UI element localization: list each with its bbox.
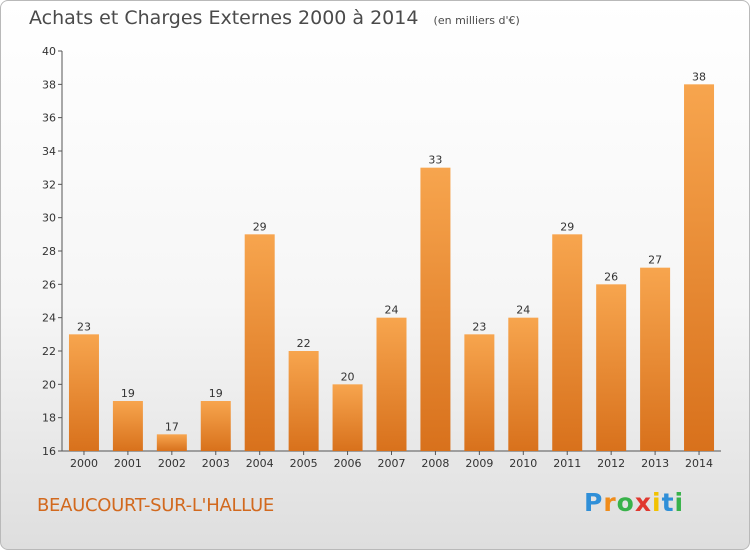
data-label: 17 <box>165 420 179 433</box>
x-tick-label: 2013 <box>641 457 669 470</box>
data-label: 27 <box>648 254 662 267</box>
y-tick-label: 38 <box>42 78 56 91</box>
bar <box>596 284 627 451</box>
x-tick-label: 2011 <box>553 457 581 470</box>
bar <box>684 84 715 451</box>
y-tick-label: 32 <box>42 178 56 191</box>
data-label: 33 <box>428 154 442 167</box>
x-tick-label: 2006 <box>334 457 362 470</box>
bar <box>68 334 99 451</box>
data-label: 19 <box>209 387 223 400</box>
x-tick-label: 2010 <box>509 457 537 470</box>
bar <box>200 401 231 451</box>
bar <box>640 267 671 451</box>
y-tick-label: 28 <box>42 245 56 258</box>
logo-letter: r <box>603 488 617 517</box>
x-tick-label: 2012 <box>597 457 625 470</box>
y-tick-label: 34 <box>42 145 56 158</box>
chart-bars <box>68 84 715 451</box>
y-tick-label: 30 <box>42 212 56 225</box>
data-label: 24 <box>516 304 530 317</box>
commune-name: BEAUCOURT-SUR-L'HALLUE <box>37 495 274 516</box>
data-label: 38 <box>692 70 706 83</box>
x-tick-label: 2000 <box>70 457 98 470</box>
bar <box>288 351 319 451</box>
bar <box>552 234 583 451</box>
x-tick-label: 2002 <box>158 457 186 470</box>
bar <box>244 234 275 451</box>
proxiti-logo: Proxiti <box>584 488 684 517</box>
data-label: 29 <box>253 220 267 233</box>
bar <box>420 167 451 451</box>
y-tick-label: 24 <box>42 312 56 325</box>
data-label: 20 <box>341 370 355 383</box>
x-tick-label: 2003 <box>202 457 230 470</box>
data-label: 26 <box>604 270 618 283</box>
bar <box>508 317 539 451</box>
bar <box>332 384 363 451</box>
logo-letter: t <box>661 488 675 517</box>
chart-unit-note: (en milliers d'€) <box>433 14 520 27</box>
x-tick-label: 2008 <box>421 457 449 470</box>
data-label: 23 <box>77 320 91 333</box>
x-tick-label: 2014 <box>685 457 713 470</box>
y-tick-label: 26 <box>42 278 56 291</box>
data-label: 19 <box>121 387 135 400</box>
y-tick-label: 22 <box>42 345 56 358</box>
x-tick-label: 2001 <box>114 457 142 470</box>
x-tick-label: 2007 <box>378 457 406 470</box>
y-tick-label: 40 <box>42 45 56 58</box>
y-tick-label: 20 <box>42 378 56 391</box>
chart-labels: 23 19 17 19 29 22 20 24 33 23 24 29 26 27 38 <box>77 70 706 433</box>
chart-title: Achats et Charges Externes 2000 à 2014 <box>29 7 419 29</box>
x-tick-label: 2005 <box>290 457 318 470</box>
logo-letter: P <box>584 488 604 517</box>
y-tick-label: 18 <box>42 412 56 425</box>
x-tick-label: 2009 <box>465 457 493 470</box>
bar <box>376 317 407 451</box>
data-label: 22 <box>297 337 311 350</box>
chart-title-block: Achats et Charges Externes 2000 à 2014 (… <box>29 7 520 29</box>
data-label: 24 <box>385 304 399 317</box>
x-tick-label: 2004 <box>246 457 274 470</box>
bar <box>464 334 495 451</box>
bar <box>112 401 143 451</box>
logo-letter: i <box>652 488 662 517</box>
logo-letter: o <box>616 488 635 517</box>
data-label: 29 <box>560 220 574 233</box>
logo-letter: x <box>634 488 652 517</box>
y-tick-label: 16 <box>42 445 56 458</box>
logo-letter: i <box>674 488 685 517</box>
y-tick-label: 36 <box>42 112 56 125</box>
bar <box>156 434 187 451</box>
data-label: 23 <box>472 320 486 333</box>
